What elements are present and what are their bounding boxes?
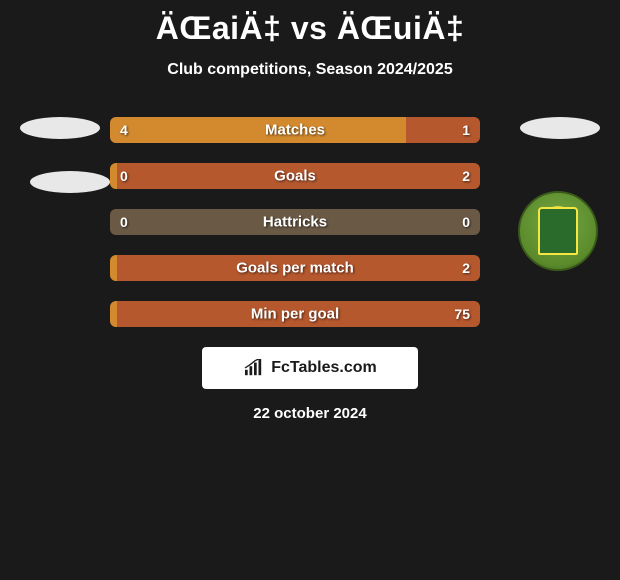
stat-bar-left: [110, 117, 406, 143]
stat-bar-left: [110, 255, 117, 281]
stat-value-right: 0: [462, 214, 470, 230]
page-title: ÄŒaiÄ‡ vs ÄŒuiÄ‡: [0, 0, 620, 47]
brand-badge[interactable]: FcTables.com: [202, 347, 418, 389]
page-subtitle: Club competitions, Season 2024/2025: [0, 61, 620, 79]
player-right-badge-1: [520, 117, 600, 139]
comparison-content: Matches 4 1 Goals 0 2 Hattricks 0 0 Goals per mat…: [0, 117, 620, 422]
brand-chart-icon: [243, 359, 265, 377]
stat-value-left: 0: [120, 168, 128, 184]
stat-row: Goals 0 2: [110, 163, 480, 189]
stat-value-right: 1: [462, 122, 470, 138]
stat-bar-left: [110, 301, 117, 327]
stat-row: Matches 4 1: [110, 117, 480, 143]
stat-label: Hattricks: [263, 214, 327, 231]
stat-value-right: 2: [462, 260, 470, 276]
stat-value-left: 4: [120, 122, 128, 138]
player-left-badge-1: [20, 117, 100, 139]
player-left-badge-2: [30, 171, 110, 193]
stat-row: Min per goal 75: [110, 301, 480, 327]
stat-label: Min per goal: [251, 306, 339, 323]
stat-label: Goals per match: [236, 260, 354, 277]
stat-label: Matches: [265, 122, 325, 139]
stat-bar-left: [110, 163, 117, 189]
stat-row: Hattricks 0 0: [110, 209, 480, 235]
stat-value-right: 2: [462, 168, 470, 184]
brand-text: FcTables.com: [271, 359, 377, 377]
stat-row: Goals per match 2: [110, 255, 480, 281]
stat-value-left: 0: [120, 214, 128, 230]
stat-value-right: 75: [454, 306, 470, 322]
club-crest-icon: [518, 191, 598, 271]
generated-date: 22 october 2024: [0, 405, 620, 422]
stat-label: Goals: [274, 168, 316, 185]
comparison-bars: Matches 4 1 Goals 0 2 Hattricks 0 0 Goals per mat…: [110, 117, 480, 327]
